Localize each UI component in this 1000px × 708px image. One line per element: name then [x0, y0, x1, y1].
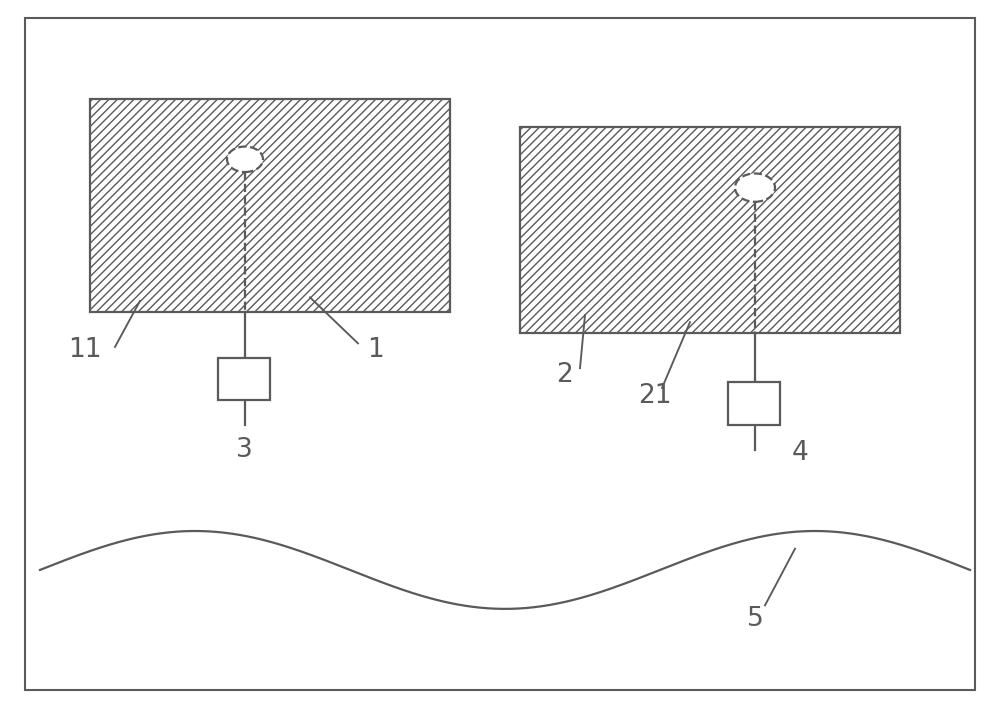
Circle shape — [735, 173, 775, 202]
Text: 1: 1 — [367, 338, 383, 363]
Text: 21: 21 — [638, 384, 672, 409]
Text: 3: 3 — [236, 437, 252, 462]
Text: 4: 4 — [792, 440, 808, 466]
Text: 11: 11 — [68, 338, 102, 363]
Text: 2: 2 — [557, 362, 573, 388]
Bar — [728, 382, 780, 425]
Bar — [520, 127, 900, 333]
Bar — [90, 99, 450, 312]
Bar — [90, 99, 450, 312]
Bar — [218, 358, 270, 400]
Bar — [520, 127, 900, 333]
Circle shape — [227, 147, 263, 172]
Text: 5: 5 — [747, 607, 763, 632]
